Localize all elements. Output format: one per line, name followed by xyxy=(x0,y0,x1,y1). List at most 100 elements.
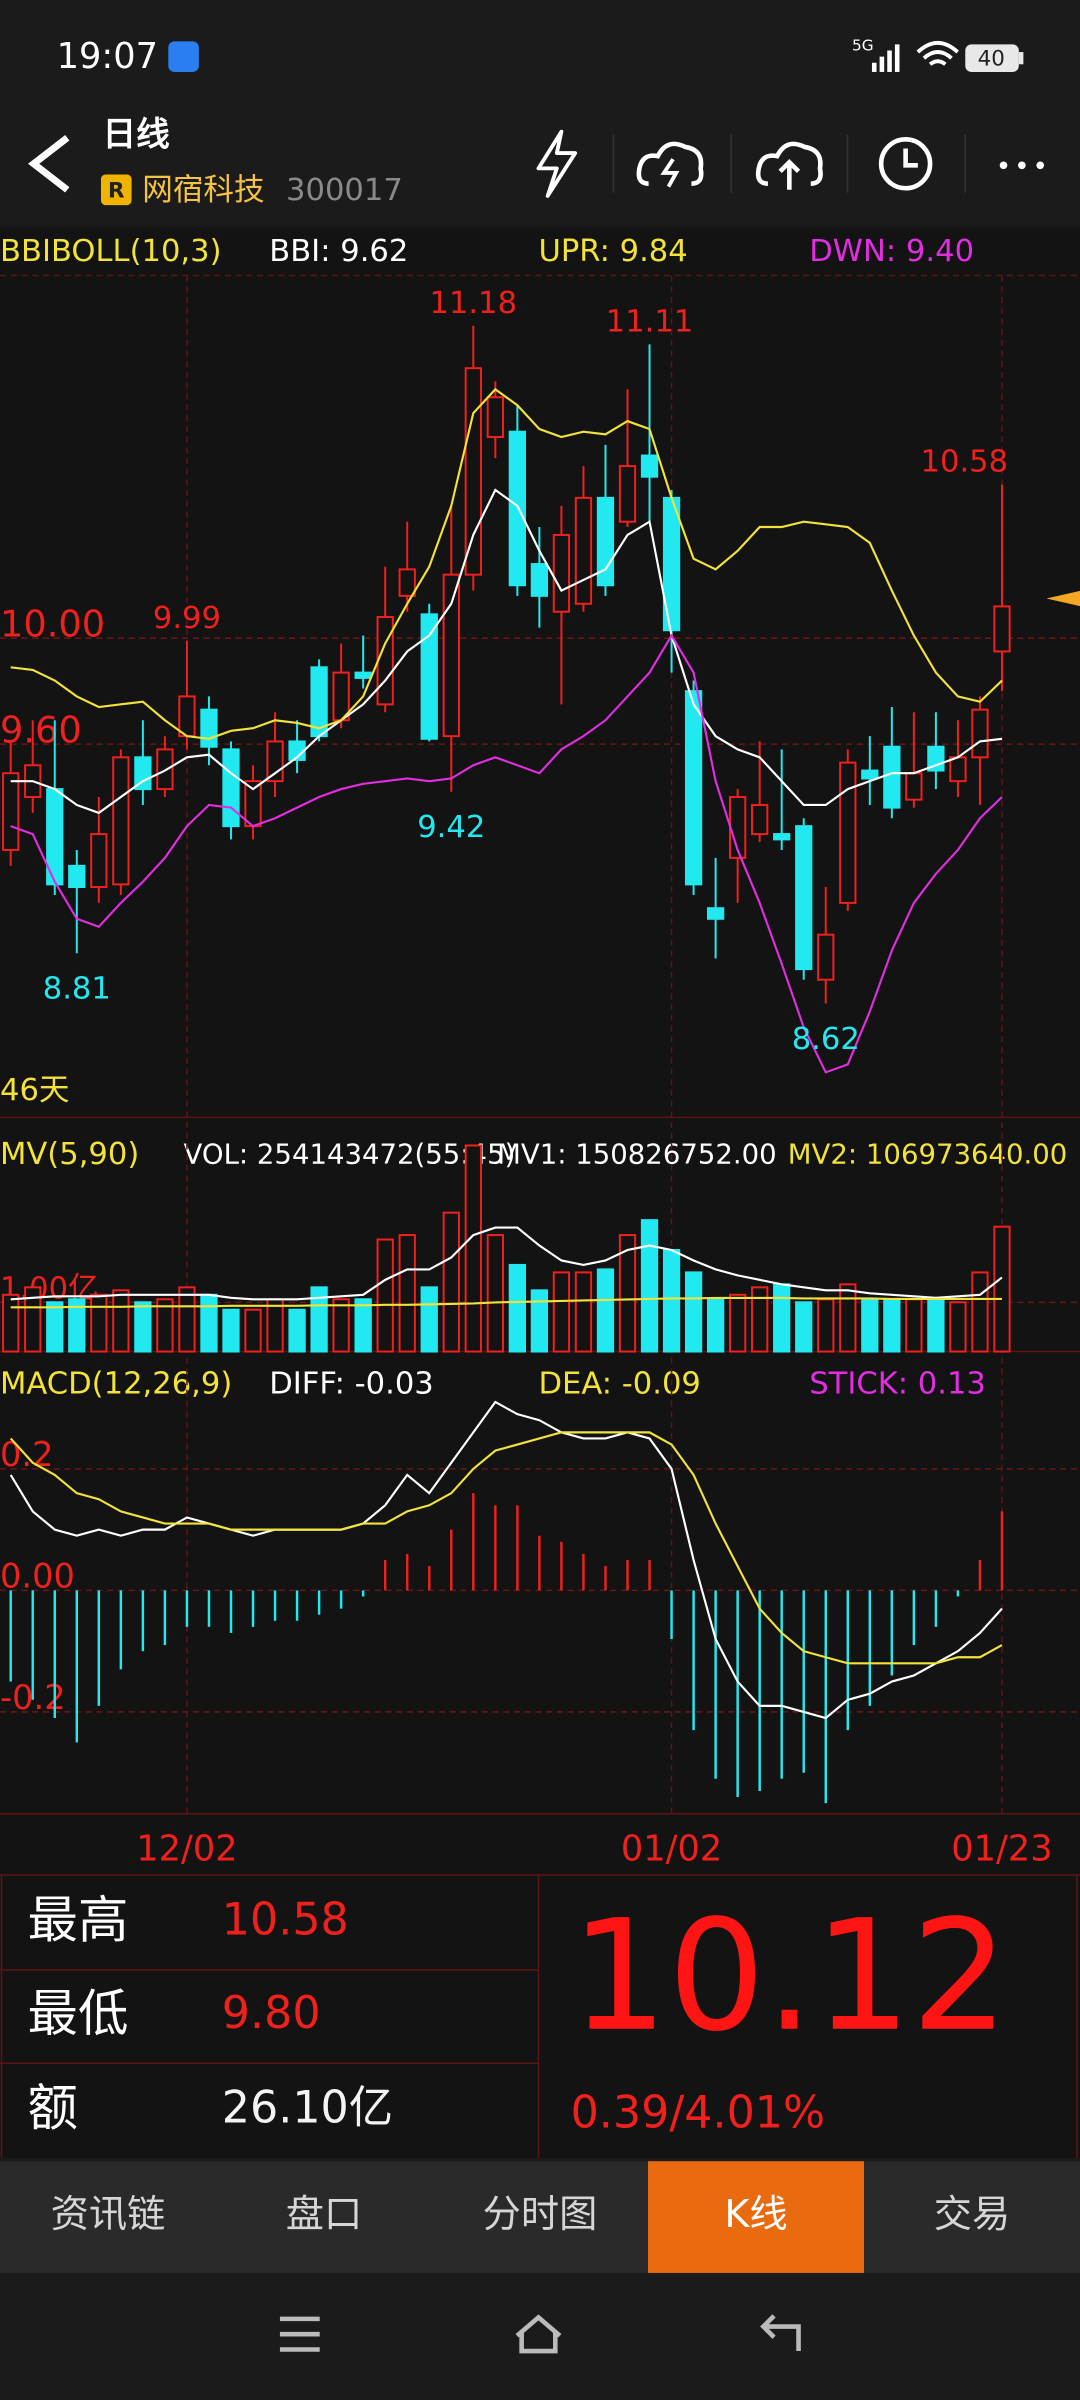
candle-body xyxy=(508,430,527,587)
volume-bar xyxy=(795,1301,813,1353)
indicator-title: MACD(12,26,9) xyxy=(0,1367,232,1402)
candle-body xyxy=(706,907,725,920)
network: 5G xyxy=(852,36,874,54)
high-label: 9.99 xyxy=(153,601,221,636)
y-tick-label: 0.00 xyxy=(0,1557,75,1596)
candle-body xyxy=(839,761,857,904)
flash-button[interactable] xyxy=(536,129,578,198)
volume-bar xyxy=(376,1238,394,1353)
candle-body xyxy=(376,616,394,706)
candle-body xyxy=(68,864,86,889)
quote-label: 最高 xyxy=(28,1890,129,1949)
volume-bar xyxy=(530,1289,549,1353)
volume-bar xyxy=(464,1144,482,1353)
candle-body xyxy=(90,833,108,889)
clock-hands xyxy=(903,148,918,168)
quote-label: 最低 xyxy=(28,1984,129,2043)
x-tick-label: 12/02 xyxy=(136,1829,237,1870)
status-app-icon xyxy=(168,41,199,72)
indicator-line xyxy=(10,488,1003,815)
volume-bar xyxy=(332,1298,350,1353)
panel-borders xyxy=(0,274,1080,2159)
volume-bar xyxy=(178,1286,196,1353)
candle-body xyxy=(883,745,901,809)
volume-bar xyxy=(729,1293,747,1353)
volume-bar xyxy=(222,1308,240,1353)
cloud-bolt xyxy=(660,158,680,188)
y-tick-label: 9.60 xyxy=(0,708,82,751)
quote-value: 9.80 xyxy=(222,1988,321,2039)
candle-body xyxy=(530,563,549,597)
volume-bar xyxy=(596,1268,615,1353)
volume-label: VOL: 254143472(55:45) xyxy=(184,1139,516,1171)
legend-entry: UPR: 9.84 xyxy=(538,234,687,269)
status-time: 19:07 xyxy=(57,36,158,77)
volume-bar xyxy=(46,1301,64,1353)
tab[interactable]: 资讯链 xyxy=(51,2192,166,2237)
legend-entry: DEA: -0.09 xyxy=(538,1367,700,1402)
x-tick-label: 01/02 xyxy=(621,1829,722,1870)
volume-bar xyxy=(552,1271,571,1353)
candle-body xyxy=(640,454,659,478)
stock-name: 网宿科技 xyxy=(142,173,264,208)
candle-body xyxy=(420,613,438,740)
candle-body xyxy=(134,756,152,791)
indicator-title: BBIBOLL(10,3) xyxy=(0,234,222,269)
price-change: 0.39/4.01% xyxy=(571,2087,826,2138)
tab[interactable]: 交易 xyxy=(934,2192,1010,2237)
candle-body xyxy=(398,568,416,597)
volume-bar xyxy=(927,1298,945,1353)
tab-bar xyxy=(0,2161,1080,2273)
tab[interactable]: 分时图 xyxy=(483,2192,598,2237)
candle-body xyxy=(618,465,637,523)
stock-code: 300017 xyxy=(286,173,403,208)
volume-bar xyxy=(266,1298,284,1353)
candle-body xyxy=(354,671,372,679)
upload-button[interactable] xyxy=(755,141,823,190)
nav-back[interactable] xyxy=(760,2314,801,2352)
volume-bar xyxy=(354,1298,372,1353)
volume-bar xyxy=(684,1271,703,1353)
legend-entry: BBI: 9.62 xyxy=(269,234,408,269)
indicator-line xyxy=(10,1296,1002,1309)
volume-bar xyxy=(905,1298,923,1353)
tab[interactable]: K线 xyxy=(724,2192,787,2237)
candle-body xyxy=(200,708,218,748)
history-button[interactable] xyxy=(878,136,933,191)
quote-value: 26.10亿 xyxy=(222,2083,393,2134)
legend-entry: MV1: 150826752.00 xyxy=(497,1139,776,1171)
more-button[interactable] xyxy=(999,161,1045,170)
candle-body xyxy=(971,708,989,759)
indicator-line xyxy=(10,633,1003,1074)
volume-bar xyxy=(68,1298,86,1353)
candle-body xyxy=(773,833,791,841)
candle-body xyxy=(684,690,703,886)
volume-bar xyxy=(310,1286,328,1353)
indicator-line xyxy=(10,1226,1003,1301)
volume-bar xyxy=(486,1234,504,1353)
indicator-title: MV(5,90) xyxy=(0,1137,139,1172)
legend-entry: MV2: 106973640.00 xyxy=(788,1139,1067,1171)
volume-bar xyxy=(134,1301,152,1353)
battery-tip xyxy=(1018,52,1024,65)
candle-body xyxy=(266,740,284,783)
candle-body xyxy=(464,367,482,576)
volume-bar xyxy=(398,1234,416,1353)
nav-menu[interactable] xyxy=(279,2316,320,2352)
candle-body xyxy=(905,772,923,801)
cloud-button[interactable] xyxy=(636,141,704,186)
badge-text: R xyxy=(108,178,125,203)
candle-body xyxy=(156,748,174,791)
battery-level: 40 xyxy=(978,47,1005,72)
back-button[interactable] xyxy=(28,135,70,193)
tab-active-bg xyxy=(648,2161,864,2273)
tab[interactable]: 盘口 xyxy=(286,2192,362,2237)
volume-bar xyxy=(112,1289,130,1353)
volume-bar xyxy=(949,1301,967,1353)
candle-body xyxy=(949,756,967,783)
x-tick-label: 01/23 xyxy=(951,1829,1052,1870)
volume-bar xyxy=(662,1249,681,1353)
nav-home[interactable] xyxy=(515,2314,562,2354)
high-label: 11.18 xyxy=(430,286,518,321)
legend-entry: DWN: 9.40 xyxy=(809,234,974,269)
